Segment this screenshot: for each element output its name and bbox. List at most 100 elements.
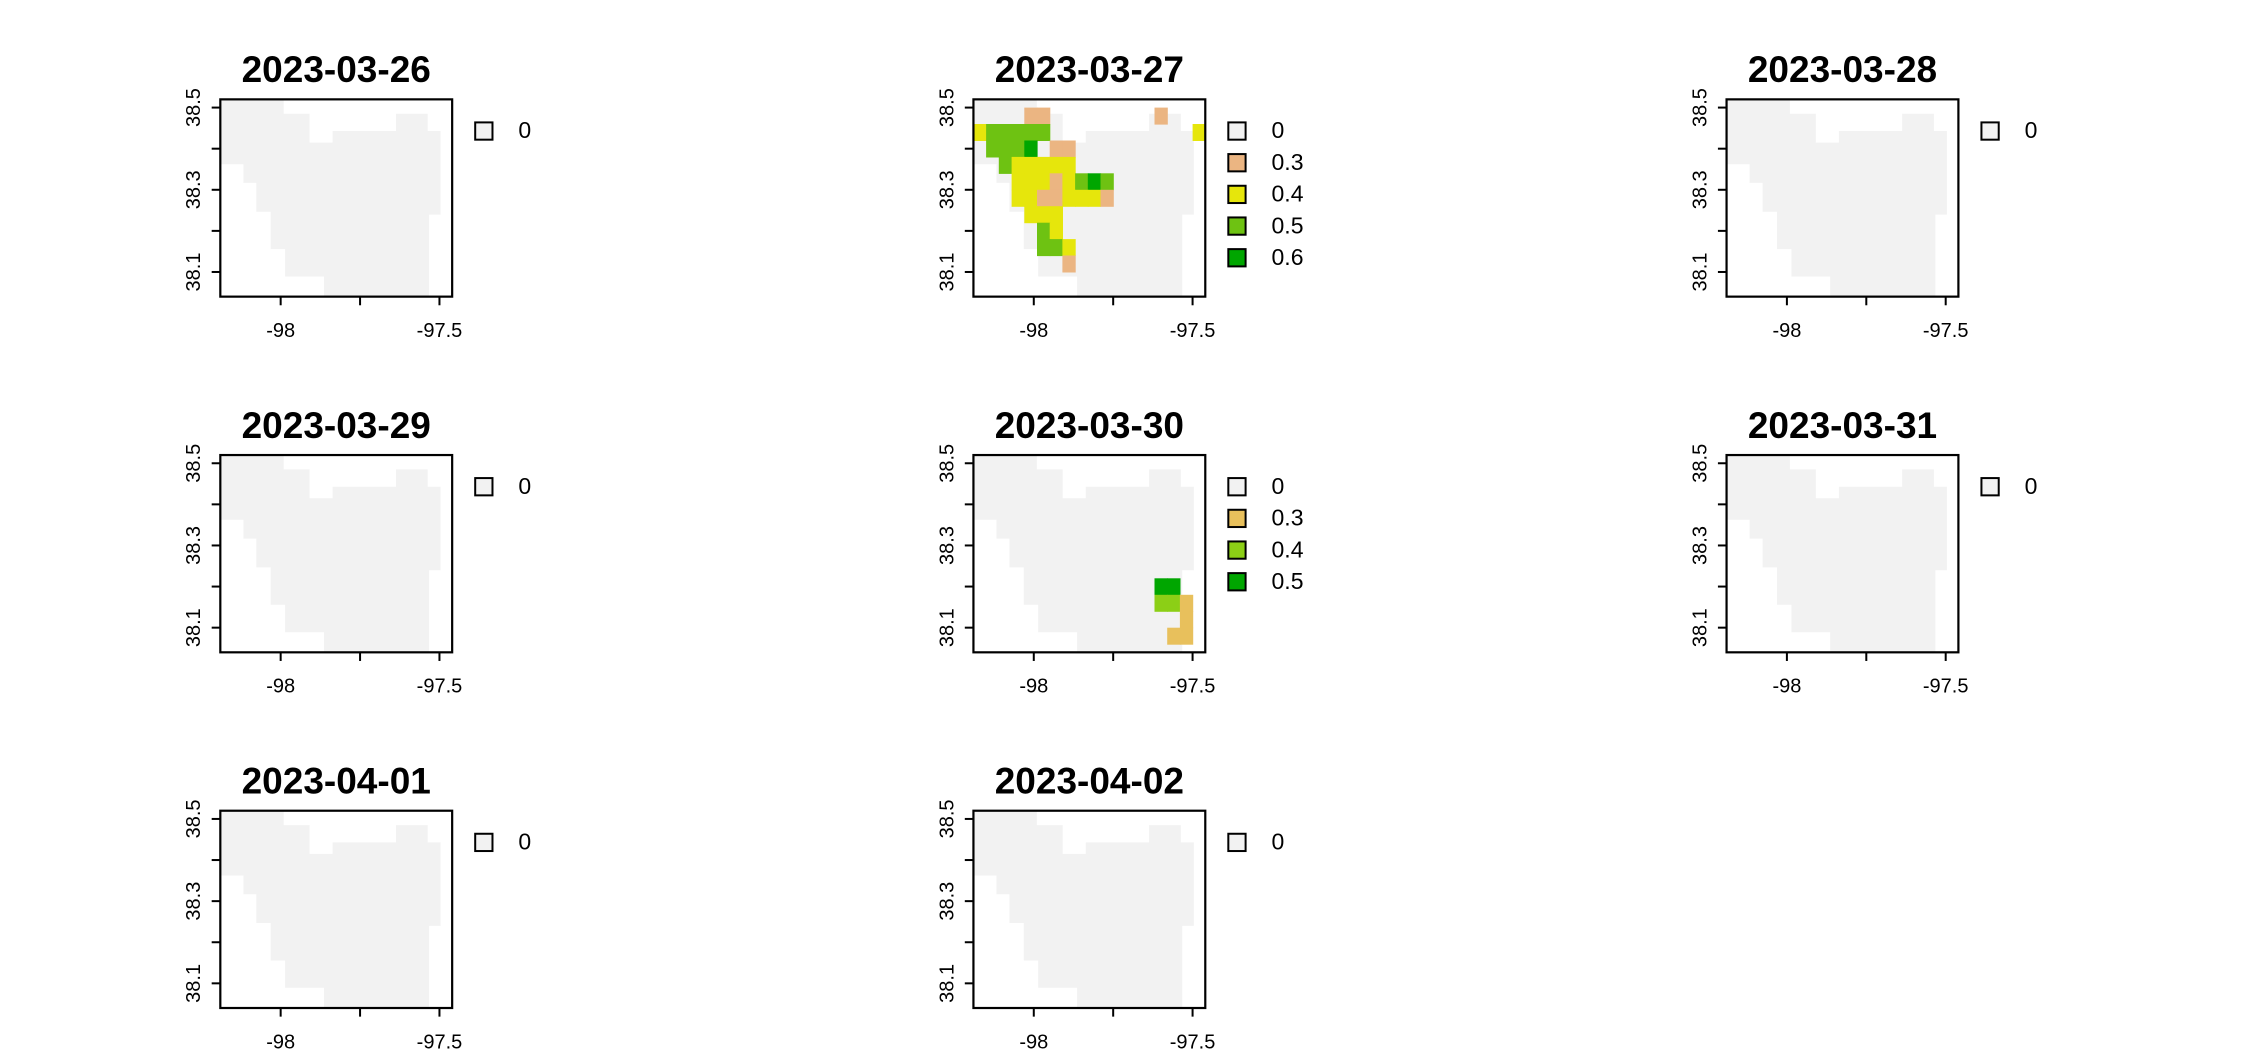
- raster-cell: [986, 124, 1000, 141]
- y-tick-label: 38.1: [936, 253, 958, 292]
- legend-label: 0.3: [1272, 505, 1304, 531]
- y-tick-label: 38.1: [183, 964, 205, 1003]
- legend-swatch: [1980, 477, 2000, 497]
- legend-swatch: [1980, 121, 2000, 141]
- raster-cell: [1037, 107, 1051, 125]
- raster-cell: [1062, 239, 1076, 257]
- plot-frame: [972, 809, 1207, 1010]
- y-tick-label: 38.3: [936, 526, 958, 565]
- x-tick-label: -98: [1019, 320, 1048, 342]
- panel-2023-04-02: 2023-04-02 -98 -97.5 38.1 38.3 38.5 0: [936, 760, 1284, 1053]
- y-tick-label: 38.5: [936, 444, 958, 483]
- raster-cell: [1037, 156, 1051, 174]
- x-tick-label: -97.5: [417, 1031, 463, 1053]
- raster-cell: [1024, 206, 1038, 224]
- raster-cell: [1037, 189, 1051, 207]
- legend-label: 0.5: [1272, 568, 1304, 594]
- legend-swatch: [1227, 153, 1247, 173]
- raster-cell: [1087, 189, 1102, 207]
- panel-title: 2023-03-30: [995, 405, 1184, 446]
- y-tick-label: 38.5: [183, 444, 205, 483]
- legend-swatch: [1227, 540, 1247, 560]
- footprint-raster: [220, 455, 441, 653]
- raster-cell: [1062, 189, 1076, 207]
- y-tick-label: 38.3: [183, 526, 205, 565]
- y-tick-label: 38.1: [1689, 608, 1711, 647]
- raster-cell: [1024, 140, 1038, 158]
- y-tick-label: 38.5: [1689, 444, 1711, 483]
- panel-title: 2023-03-29: [242, 405, 431, 446]
- panel-2023-03-27: 2023-03-27 -98 -97.5 38.1 38.3 38.5 0 0.3 0.4 0.5…: [936, 49, 1303, 342]
- legend-label: 0: [518, 117, 531, 143]
- raster-cell: [1024, 107, 1038, 125]
- raster-cell: [986, 140, 1000, 158]
- legend-swatch: [1227, 477, 1247, 497]
- raster-cell: [1154, 594, 1168, 612]
- panel-title: 2023-03-26: [242, 49, 431, 90]
- raster-cell: [1049, 173, 1063, 191]
- legend-label: 0: [518, 473, 531, 499]
- footprint-raster: [1726, 99, 1947, 297]
- plot-frame: [972, 453, 1207, 654]
- raster-cell: [1062, 173, 1076, 191]
- x-tick-label: -98: [1772, 320, 1801, 342]
- legend-label: 0.5: [1272, 212, 1304, 238]
- raster-cell: [1100, 173, 1114, 191]
- y-tick-label: 38.3: [1689, 526, 1711, 565]
- raster-cell: [1049, 156, 1063, 174]
- footprint-raster: [1726, 455, 1947, 653]
- panel-title: 2023-03-27: [995, 49, 1184, 90]
- x-tick-label: -97.5: [1923, 676, 1969, 698]
- raster-cell: [1154, 578, 1168, 596]
- raster-cell: [1167, 627, 1181, 645]
- panel-2023-03-28: 2023-03-28 -98 -97.5 38.1 38.3 38.5 0: [1689, 49, 2037, 342]
- raster-cell: [1075, 189, 1089, 207]
- raster-cell: [1154, 107, 1168, 125]
- legend-swatch: [474, 832, 494, 853]
- panel-title: 2023-04-01: [242, 760, 431, 801]
- panel-2023-03-31: 2023-03-31 -98 -97.5 38.1 38.3 38.5 0: [1689, 405, 2037, 698]
- raster-cell: [1192, 124, 1206, 141]
- panel-2023-03-29: 2023-03-29 -98 -97.5 38.1 38.3 38.5 0: [183, 405, 531, 698]
- legend-swatch: [474, 121, 494, 141]
- y-tick-label: 38.3: [183, 170, 205, 209]
- raster-cell: [1037, 124, 1051, 141]
- raster-cell: [1024, 173, 1038, 191]
- x-tick-label: -98: [1772, 676, 1801, 698]
- raster-cell: [1037, 222, 1051, 240]
- legend-swatch: [1227, 832, 1247, 853]
- y-tick-label: 38.3: [1689, 170, 1711, 209]
- panel-2023-03-26: 2023-03-26 -98 -97.5 38.1 38.3 38.5 0: [183, 49, 531, 342]
- footprint-raster: [973, 810, 1194, 1008]
- panel-title: 2023-04-02: [995, 760, 1184, 801]
- raster-cell: [973, 124, 987, 141]
- x-tick-label: -98: [266, 320, 295, 342]
- raster-cell: [1087, 173, 1102, 191]
- legend-swatch: [1227, 248, 1247, 268]
- plot-frame: [219, 98, 454, 298]
- raster-cell: [1179, 627, 1194, 645]
- y-tick-label: 38.3: [936, 170, 958, 209]
- raster-cell: [1011, 189, 1025, 207]
- y-tick-label: 38.5: [183, 88, 205, 127]
- raster-cell: [1179, 611, 1194, 629]
- y-tick-label: 38.3: [936, 882, 958, 921]
- x-tick-label: -98: [1019, 1031, 1048, 1053]
- x-tick-label: -97.5: [1923, 320, 1969, 342]
- raster-cell: [1037, 173, 1051, 191]
- raster-cell: [1037, 206, 1051, 224]
- y-tick-label: 38.1: [936, 608, 958, 647]
- y-tick-label: 38.1: [183, 608, 205, 647]
- legend-swatch: [1227, 216, 1247, 236]
- x-tick-label: -97.5: [1170, 676, 1216, 698]
- legend-swatch: [1227, 508, 1247, 529]
- legend-label: 0: [1272, 829, 1285, 855]
- x-tick-label: -97.5: [417, 676, 463, 698]
- panel-title: 2023-03-28: [1748, 49, 1937, 90]
- y-tick-label: 38.5: [1689, 88, 1711, 127]
- raster-cell: [1049, 140, 1063, 158]
- raster-cell: [1100, 189, 1114, 207]
- raster-cell: [1037, 239, 1051, 257]
- panel-title: 2023-03-31: [1748, 405, 1937, 446]
